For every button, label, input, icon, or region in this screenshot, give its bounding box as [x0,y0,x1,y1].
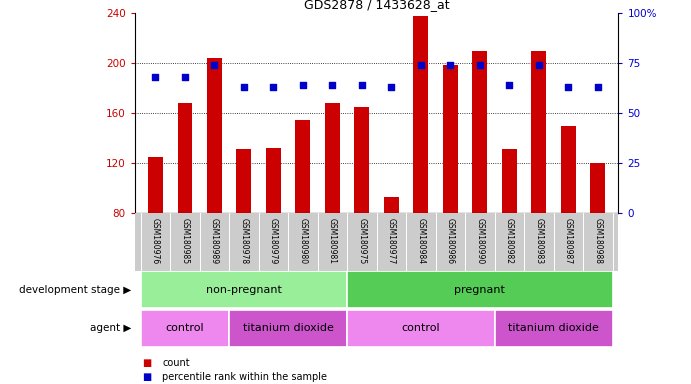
Point [209,62,220,68]
Bar [384,197,399,213]
Point [415,62,426,68]
Text: agent ▶: agent ▶ [90,323,131,333]
Text: GSM180978: GSM180978 [239,218,248,264]
Text: GSM180981: GSM180981 [328,218,337,264]
Text: GSM180983: GSM180983 [534,218,543,264]
Text: GSM180985: GSM180985 [180,218,189,264]
Point [533,62,545,68]
Text: control: control [166,323,205,333]
Text: percentile rank within the sample: percentile rank within the sample [162,372,328,382]
Bar [443,65,457,213]
Bar [347,271,612,308]
Text: ■: ■ [142,358,151,368]
Text: titanium dioxide: titanium dioxide [243,323,334,333]
Point [386,84,397,90]
Text: GSM180988: GSM180988 [594,218,603,264]
Text: count: count [162,358,190,368]
Bar [354,107,369,213]
Point [180,74,191,80]
Text: GSM180989: GSM180989 [210,218,219,264]
Bar [236,149,252,213]
Text: GSM180984: GSM180984 [417,218,426,264]
Point [592,84,603,90]
Text: GSM180982: GSM180982 [505,218,514,264]
Bar [141,271,347,308]
Text: GSM180975: GSM180975 [357,218,366,264]
Text: development stage ▶: development stage ▶ [19,285,131,295]
Bar [413,16,428,213]
Bar [325,103,340,213]
Text: GSM180987: GSM180987 [564,218,573,264]
Bar [473,51,487,213]
Text: GSM180979: GSM180979 [269,218,278,264]
Text: GSM180990: GSM180990 [475,218,484,264]
Text: ■: ■ [142,372,151,382]
Point [150,74,161,80]
Bar [296,119,310,213]
Point [238,84,249,90]
Point [445,62,456,68]
Bar [347,310,495,347]
Bar [590,163,605,213]
Bar [495,310,612,347]
Point [562,84,574,90]
Bar [229,310,347,347]
Bar [148,157,163,213]
Point [504,82,515,88]
Text: control: control [401,323,440,333]
Bar [178,103,192,213]
Bar [266,148,281,213]
Title: GDS2878 / 1433628_at: GDS2878 / 1433628_at [304,0,449,11]
Bar [531,51,546,213]
Text: GSM180976: GSM180976 [151,218,160,264]
Text: GSM180977: GSM180977 [387,218,396,264]
Point [297,82,308,88]
Text: pregnant: pregnant [455,285,505,295]
Text: GSM180980: GSM180980 [299,218,307,264]
Bar [502,149,517,213]
Text: titanium dioxide: titanium dioxide [508,323,599,333]
Point [268,84,279,90]
Bar [141,310,229,347]
Text: GSM180986: GSM180986 [446,218,455,264]
Text: non-pregnant: non-pregnant [206,285,282,295]
Point [474,62,485,68]
Point [357,82,368,88]
Bar [561,126,576,213]
Point [327,82,338,88]
Bar [207,58,222,213]
